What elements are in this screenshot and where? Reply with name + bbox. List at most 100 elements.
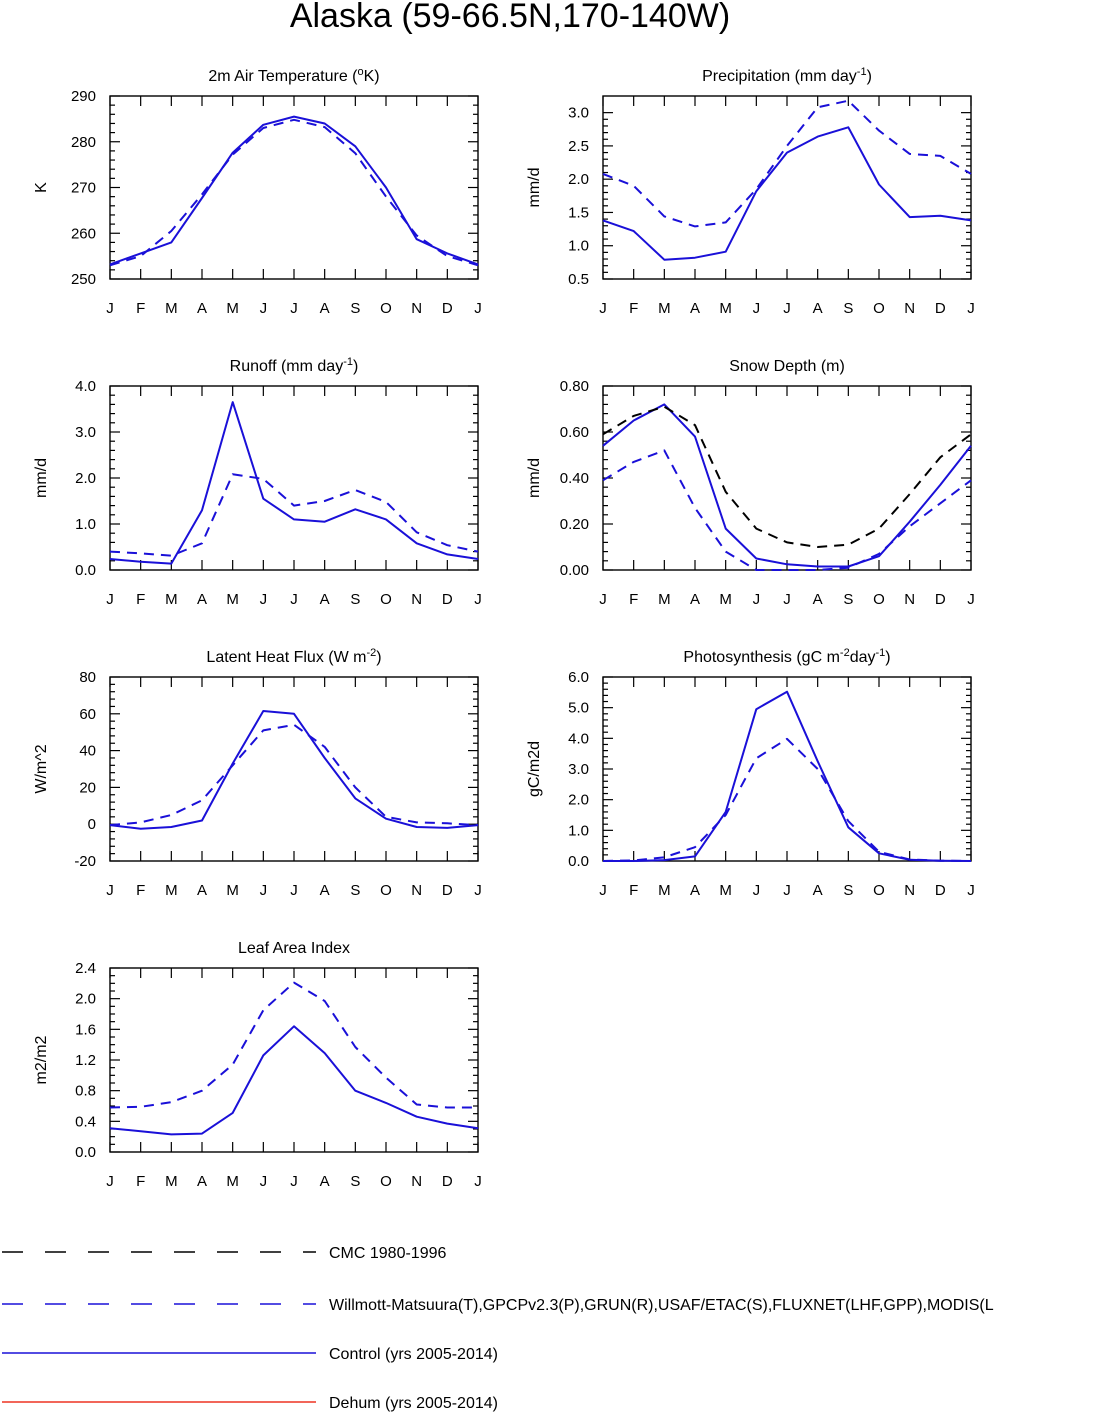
x-tick-label: N	[411, 1173, 422, 1190]
y-ticks	[603, 676, 971, 862]
chart-panel: Snow Depth (m) mm/d 0.00 0.20 0.40 0.60 0.80 J F…	[526, 358, 975, 608]
x-tick-label: J	[967, 591, 975, 608]
y-axis-label: mm/d	[526, 168, 543, 208]
chart-panel: 2m Air Temperature (oK) K 250 260 270 280 290 J…	[33, 66, 482, 317]
y-axis-label: gC/m2d	[526, 741, 543, 797]
plot-frame	[109, 676, 479, 862]
y-tick-label: 2.0	[568, 171, 589, 188]
chart-title: Latent Heat Flux (W m-2)	[206, 647, 381, 666]
x-ticks	[109, 968, 479, 1152]
x-tick-label: J	[783, 300, 791, 317]
x-tick-label: A	[197, 882, 207, 899]
y-tick-label: 1.0	[568, 238, 589, 255]
x-tick-label: J	[260, 591, 268, 608]
x-tick-label: S	[350, 591, 360, 608]
x-tick-label: J	[290, 882, 298, 899]
x-tick-label: M	[658, 591, 671, 608]
y-tick-label: 60	[79, 706, 96, 723]
y-tick-label: 290	[71, 88, 96, 105]
x-tick-label: M	[226, 882, 239, 899]
y-axis-label: mm/d	[33, 458, 50, 498]
y-ticks	[110, 385, 478, 571]
x-tick-label: F	[136, 300, 145, 317]
x-tick-label: N	[411, 591, 422, 608]
y-tick-label: 1.6	[75, 1021, 96, 1038]
x-tick-label: J	[106, 591, 114, 608]
y-tick-label: 1.5	[568, 204, 589, 221]
legend: CMC 1980-1996 Willmott-Matsuura(T),GPCPv2…	[2, 1245, 994, 1412]
x-ticks	[602, 96, 972, 279]
plot-frame	[109, 385, 479, 571]
y-axis-label: W/m^2	[33, 744, 50, 793]
x-tick-label: J	[599, 591, 607, 608]
x-tick-label: F	[629, 300, 638, 317]
series-line-observed	[602, 737, 972, 862]
x-tick-label: A	[813, 591, 823, 608]
x-tick-label: J	[260, 1173, 268, 1190]
x-ticks	[109, 386, 479, 570]
y-ticks	[110, 967, 478, 1153]
chart-panel: Precipitation (mm day-1) mm/d 0.5 1.0 1.5 2.0…	[526, 66, 975, 317]
y-tick-label: 4.0	[75, 378, 96, 395]
x-tick-label: J	[474, 300, 482, 317]
y-tick-label: 1.0	[75, 516, 96, 533]
x-tick-label: J	[599, 300, 607, 317]
x-tick-label: A	[320, 300, 330, 317]
series-line-cmc	[602, 405, 972, 548]
x-tick-label: J	[599, 882, 607, 899]
x-tick-label: O	[873, 300, 885, 317]
y-tick-label: 0	[88, 816, 96, 833]
x-tick-label: A	[320, 882, 330, 899]
y-tick-label: 0.60	[560, 424, 589, 441]
x-tick-label: A	[690, 882, 700, 899]
x-tick-label: M	[719, 300, 732, 317]
y-tick-label: 6.0	[568, 669, 589, 686]
x-tick-label: D	[442, 300, 453, 317]
x-tick-label: A	[197, 300, 207, 317]
y-tick-label: 80	[79, 669, 96, 686]
x-tick-label: J	[753, 300, 761, 317]
x-tick-label: D	[442, 591, 453, 608]
y-tick-label: 0.0	[75, 1144, 96, 1161]
series-line-observed	[602, 449, 972, 571]
x-tick-label: J	[106, 882, 114, 899]
y-axis-label: K	[33, 182, 50, 193]
plot-frame	[109, 967, 479, 1153]
x-tick-label: O	[380, 591, 392, 608]
x-tick-label: D	[442, 882, 453, 899]
y-tick-label: 2.4	[75, 960, 96, 977]
x-tick-label: M	[226, 300, 239, 317]
x-tick-label: J	[474, 1173, 482, 1190]
x-tick-label: M	[719, 882, 732, 899]
series-line-control	[109, 1025, 479, 1136]
x-tick-label: M	[165, 1173, 178, 1190]
x-tick-label: J	[290, 591, 298, 608]
y-tick-label: 3.0	[568, 761, 589, 778]
series-line-observed	[109, 118, 479, 267]
x-tick-label: N	[411, 882, 422, 899]
x-tick-label: N	[904, 300, 915, 317]
chart-panel: Photosynthesis (gC m-2day-1) gC/m2d 0.0 1.0…	[526, 647, 975, 899]
y-tick-label: 40	[79, 743, 96, 760]
chart-panel: Latent Heat Flux (W m-2) W/m^2 -20 0 20 40 60 8…	[33, 647, 482, 899]
legend-label: Dehum (yrs 2005-2014)	[329, 1395, 498, 1412]
x-tick-label: F	[136, 1173, 145, 1190]
y-ticks	[603, 112, 971, 280]
series-line-control	[602, 403, 972, 568]
y-ticks	[110, 95, 478, 280]
x-tick-label: M	[226, 1173, 239, 1190]
x-tick-label: A	[320, 591, 330, 608]
plot-frame	[109, 95, 479, 280]
x-tick-label: J	[753, 882, 761, 899]
x-tick-label: M	[658, 300, 671, 317]
series-line-observed	[109, 473, 479, 557]
x-tick-label: S	[843, 300, 853, 317]
x-tick-label: J	[967, 882, 975, 899]
y-tick-label: 5.0	[568, 700, 589, 717]
x-tick-label: M	[165, 591, 178, 608]
y-ticks	[110, 676, 478, 862]
x-tick-label: F	[629, 882, 638, 899]
x-tick-label: O	[873, 882, 885, 899]
y-tick-label: 280	[71, 134, 96, 151]
series-line-observed	[109, 981, 478, 1109]
